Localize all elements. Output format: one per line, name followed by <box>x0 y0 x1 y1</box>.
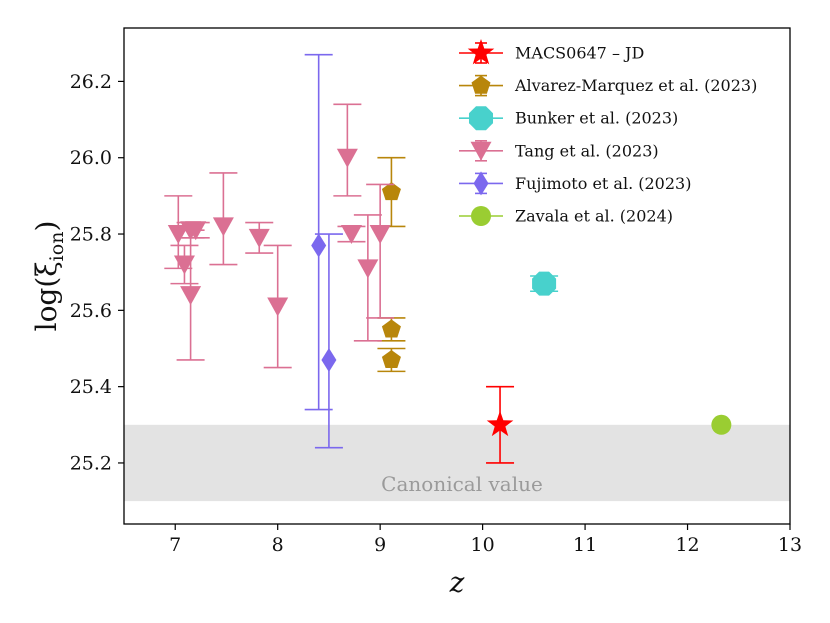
legend-entry: MACS0647 – JD <box>459 39 644 65</box>
series-2 <box>530 271 559 296</box>
canonical-band <box>124 424 790 502</box>
y-axis-label-close: ) <box>30 221 63 232</box>
legend-marker <box>467 39 495 65</box>
y-axis-label-main: log(ξ <box>30 261 63 331</box>
data-point <box>381 349 401 369</box>
y-tick-label: 26.0 <box>70 147 112 169</box>
legend-entry: Tang et al. (2023) <box>459 140 659 162</box>
svg-text:log(ξion): log(ξion) <box>30 221 68 332</box>
x-tick-label: 13 <box>778 534 802 556</box>
x-tick-label: 8 <box>272 534 284 556</box>
series-0 <box>486 385 515 464</box>
data-point <box>381 182 401 201</box>
data-point <box>369 225 391 245</box>
tick-layer: 7 8 9 10 11 12 13 25.2 25.4 25.6 25.8 26.0 26.2 <box>70 71 802 556</box>
y-tick-label: 25.8 <box>70 224 112 246</box>
data-point <box>173 255 195 275</box>
x-tick-label: 9 <box>374 534 386 556</box>
series-4 <box>304 53 343 449</box>
legend-label: Fujimoto et al. (2023) <box>515 174 691 193</box>
data-point <box>486 410 514 437</box>
y-tick-label: 25.4 <box>70 376 112 398</box>
legend-label: Tang et al. (2023) <box>515 141 659 160</box>
legend-marker <box>471 75 491 94</box>
legend-label: Zavala et al. (2024) <box>515 207 673 226</box>
legend-marker <box>468 106 494 131</box>
data-point <box>180 286 202 306</box>
legend-label: MACS0647 – JD <box>515 44 644 63</box>
data-point <box>532 271 557 296</box>
y-axis-label-sub: ion <box>46 232 68 262</box>
y-tick-label: 25.6 <box>70 300 112 322</box>
data-point <box>267 297 289 317</box>
y-axis-label: log(ξion) <box>30 221 68 332</box>
y-tick-label: 26.2 <box>70 71 112 93</box>
x-tick-label: 7 <box>169 534 181 556</box>
legend-label: Bunker et al. (2023) <box>515 109 678 128</box>
x-tick-label: 12 <box>675 534 699 556</box>
series-5 <box>711 414 732 435</box>
data-point <box>248 228 270 248</box>
legend-label: Alvarez-Marquez et al. (2023) <box>514 76 757 95</box>
legend-entry: Alvarez-Marquez et al. (2023) <box>459 74 757 97</box>
canonical-band-label: Canonical value <box>381 472 543 496</box>
legend-marker <box>471 206 491 226</box>
y-tick-label: 25.2 <box>70 452 112 474</box>
legend-entry: Fujimoto et al. (2023) <box>459 171 691 196</box>
legend-entry: Zavala et al. (2024) <box>459 206 673 226</box>
data-point <box>340 225 362 245</box>
legend-marker <box>470 141 492 161</box>
data-layer <box>164 53 732 464</box>
legend-entry: Bunker et al. (2023) <box>459 106 678 131</box>
x-tick-label: 11 <box>573 534 597 556</box>
data-point <box>336 148 358 168</box>
data-point <box>711 414 732 435</box>
data-point <box>381 319 401 338</box>
x-tick-label: 10 <box>471 534 495 556</box>
data-point <box>357 259 379 279</box>
legend: MACS0647 – JD Alvarez-Marquez et al. (202… <box>459 39 757 226</box>
series-3 <box>164 103 395 369</box>
axes-frame <box>123 27 791 525</box>
data-point <box>212 217 234 237</box>
legend-marker <box>473 171 489 196</box>
x-axis-label: z <box>449 566 465 599</box>
series-1 <box>377 156 406 373</box>
data-point <box>311 233 327 258</box>
data-point <box>321 347 337 372</box>
